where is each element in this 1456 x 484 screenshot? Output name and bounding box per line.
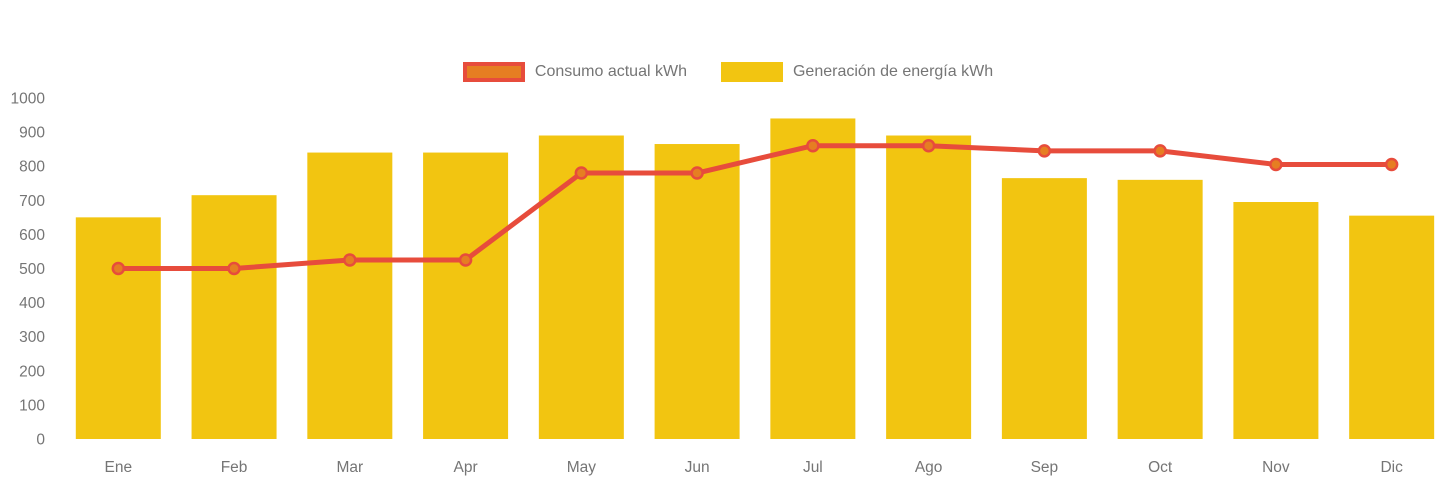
y-axis-tick-400: 400 — [19, 295, 45, 312]
x-axis-label-ago: Ago — [915, 459, 943, 476]
y-axis-tick-700: 700 — [19, 193, 45, 210]
x-axis-label-may: May — [567, 459, 597, 476]
consumo-point-mar[interactable] — [343, 253, 357, 267]
y-axis-tick-900: 900 — [19, 125, 45, 142]
consumo-point-oct[interactable] — [1153, 144, 1167, 158]
y-axis-tick-100: 100 — [19, 397, 45, 414]
x-axis-label-feb: Feb — [221, 459, 248, 476]
bar-feb[interactable] — [191, 195, 277, 439]
y-axis-tick-300: 300 — [19, 329, 45, 346]
bar-dic[interactable] — [1349, 215, 1435, 439]
x-axis-label-oct: Oct — [1148, 459, 1173, 476]
bar-ago[interactable] — [886, 135, 972, 439]
y-axis-tick-600: 600 — [19, 227, 45, 244]
y-axis-tick-1000: 1000 — [11, 91, 46, 108]
consumo-swatch-icon — [462, 62, 525, 82]
bar-jul[interactable] — [770, 118, 856, 440]
consumo-point-dic[interactable] — [1384, 157, 1399, 172]
legend-item-consumo[interactable]: Consumo actual kWh — [462, 62, 687, 82]
x-axis-label-ene: Ene — [105, 459, 133, 476]
consumo-point-nov[interactable] — [1269, 157, 1283, 172]
bar-apr[interactable] — [423, 152, 509, 439]
consumo-point-may[interactable] — [574, 166, 589, 180]
x-axis-label-sep: Sep — [1031, 459, 1059, 476]
legend-label-generacion: Generación de energía kWh — [792, 63, 994, 80]
bar-nov[interactable] — [1233, 202, 1319, 439]
consumo-point-jul[interactable] — [806, 138, 820, 153]
chart-legend: Consumo actual kWh Generación de energía… — [0, 62, 1456, 82]
legend-item-generacion[interactable]: Generación de energía kWh — [720, 62, 994, 82]
y-axis-tick-0: 0 — [36, 432, 45, 449]
y-axis-tick-800: 800 — [19, 159, 45, 176]
x-axis-label-jun: Jun — [685, 459, 710, 476]
y-axis-tick-500: 500 — [19, 261, 45, 278]
consumo-line — [115, 143, 1395, 271]
consumo-point-feb[interactable] — [227, 261, 241, 276]
consumo-point-apr[interactable] — [458, 253, 473, 267]
legend-label-consumo: Consumo actual kWh — [534, 63, 687, 80]
bar-oct[interactable] — [1117, 179, 1203, 439]
x-axis-label-mar: Mar — [336, 459, 363, 476]
bar-may[interactable] — [538, 135, 624, 439]
bar-sep[interactable] — [1001, 178, 1087, 439]
bar-mar[interactable] — [307, 152, 393, 439]
x-axis-label-nov: Nov — [1262, 459, 1290, 476]
bar-jun[interactable] — [654, 144, 740, 439]
consumo-point-ene[interactable] — [111, 261, 126, 276]
consumo-point-ago[interactable] — [921, 138, 936, 153]
consumo-point-jun[interactable] — [690, 166, 704, 180]
consumo-point-sep[interactable] — [1037, 144, 1052, 158]
y-axis-tick-200: 200 — [19, 363, 45, 380]
x-axis-label-jul: Jul — [803, 459, 823, 476]
x-axis-label-apr: Apr — [454, 459, 478, 476]
x-axis-label-dic: Dic — [1380, 459, 1403, 476]
generacion-swatch-icon — [720, 62, 783, 82]
bar-ene[interactable] — [75, 217, 161, 439]
